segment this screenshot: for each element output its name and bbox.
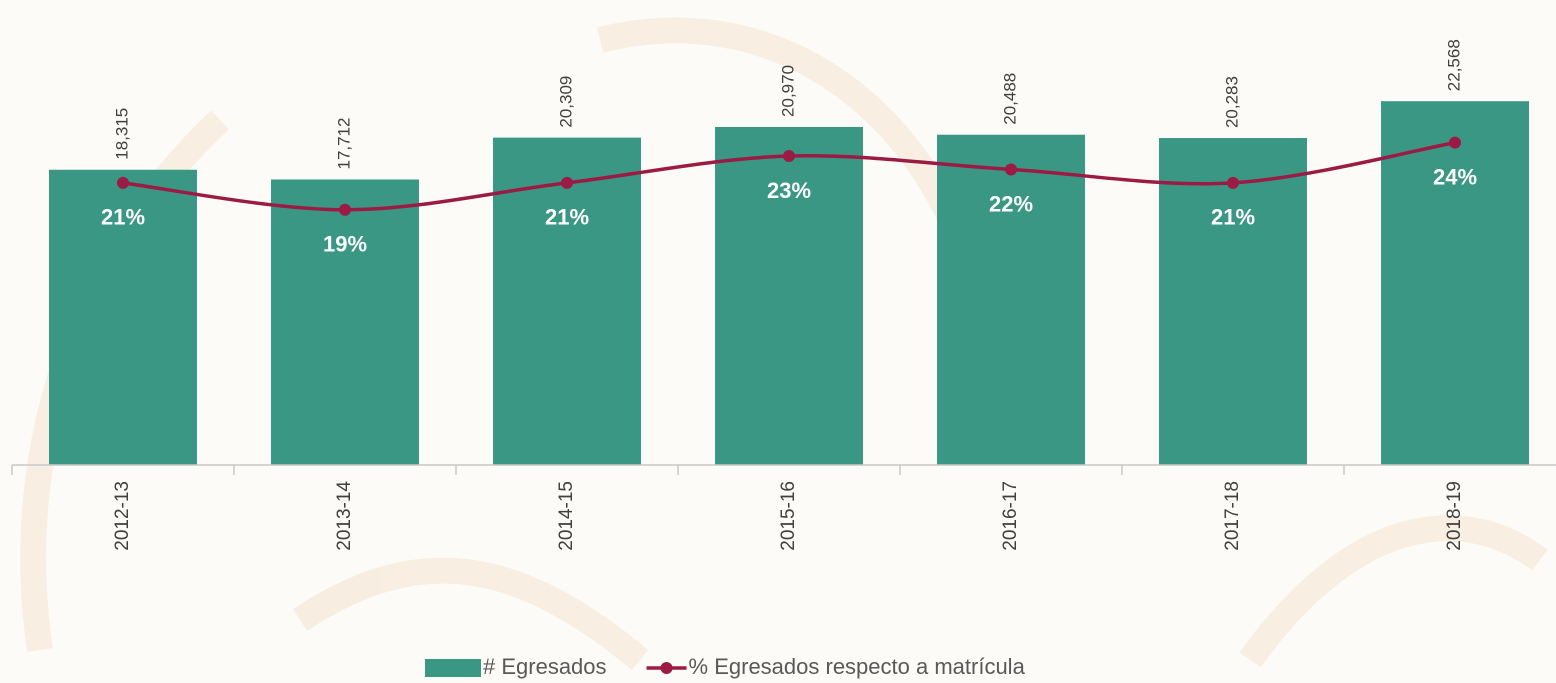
legend-swatch-marker xyxy=(660,662,673,674)
point-value-label: 19% xyxy=(323,232,367,257)
point-value-label: 21% xyxy=(545,205,589,230)
bar-value-label: 20,488 xyxy=(1000,73,1019,125)
x-tick-label: 2016-17 xyxy=(1000,481,1021,551)
x-tick-label: 2017-18 xyxy=(1222,481,1243,551)
line-point xyxy=(117,176,129,189)
point-value-label: 24% xyxy=(1433,164,1477,189)
line-point xyxy=(339,203,351,216)
line-point xyxy=(1005,163,1017,176)
bar-value-label: 18,315 xyxy=(112,108,131,160)
x-tick-label: 2014-15 xyxy=(556,481,577,551)
bar xyxy=(1381,101,1529,465)
bar xyxy=(937,134,1085,465)
bar xyxy=(493,137,641,465)
legend-label: # Egresados xyxy=(483,654,607,679)
line-point xyxy=(1227,176,1239,189)
x-tick-label: 2012-13 xyxy=(112,481,133,551)
bar-value-label: 20,970 xyxy=(778,65,797,117)
x-tick-label: 2018-19 xyxy=(1444,481,1465,551)
point-value-label: 23% xyxy=(767,178,811,203)
point-value-label: 22% xyxy=(989,191,1033,216)
bar-value-label: 20,283 xyxy=(1222,76,1241,128)
x-tick-label: 2015-16 xyxy=(778,481,799,551)
legend: # Egresados % Egresados respecto a matríc… xyxy=(425,654,1026,679)
bar xyxy=(49,169,197,465)
x-tick-label: 2013-14 xyxy=(334,481,355,551)
bar-value-label: 17,712 xyxy=(334,117,353,169)
line-point xyxy=(561,176,573,189)
legend-swatch xyxy=(425,659,481,677)
point-value-label: 21% xyxy=(1211,205,1255,230)
bar xyxy=(271,179,419,466)
legend-label: % Egresados respecto a matrícula xyxy=(689,654,1026,679)
line-point xyxy=(1449,136,1461,149)
bar-value-label: 20,309 xyxy=(556,76,575,128)
bar xyxy=(1159,138,1307,466)
bar xyxy=(715,126,863,466)
line-point xyxy=(783,150,795,163)
point-value-label: 21% xyxy=(101,205,145,230)
bar-value-label: 22,568 xyxy=(1444,39,1463,91)
